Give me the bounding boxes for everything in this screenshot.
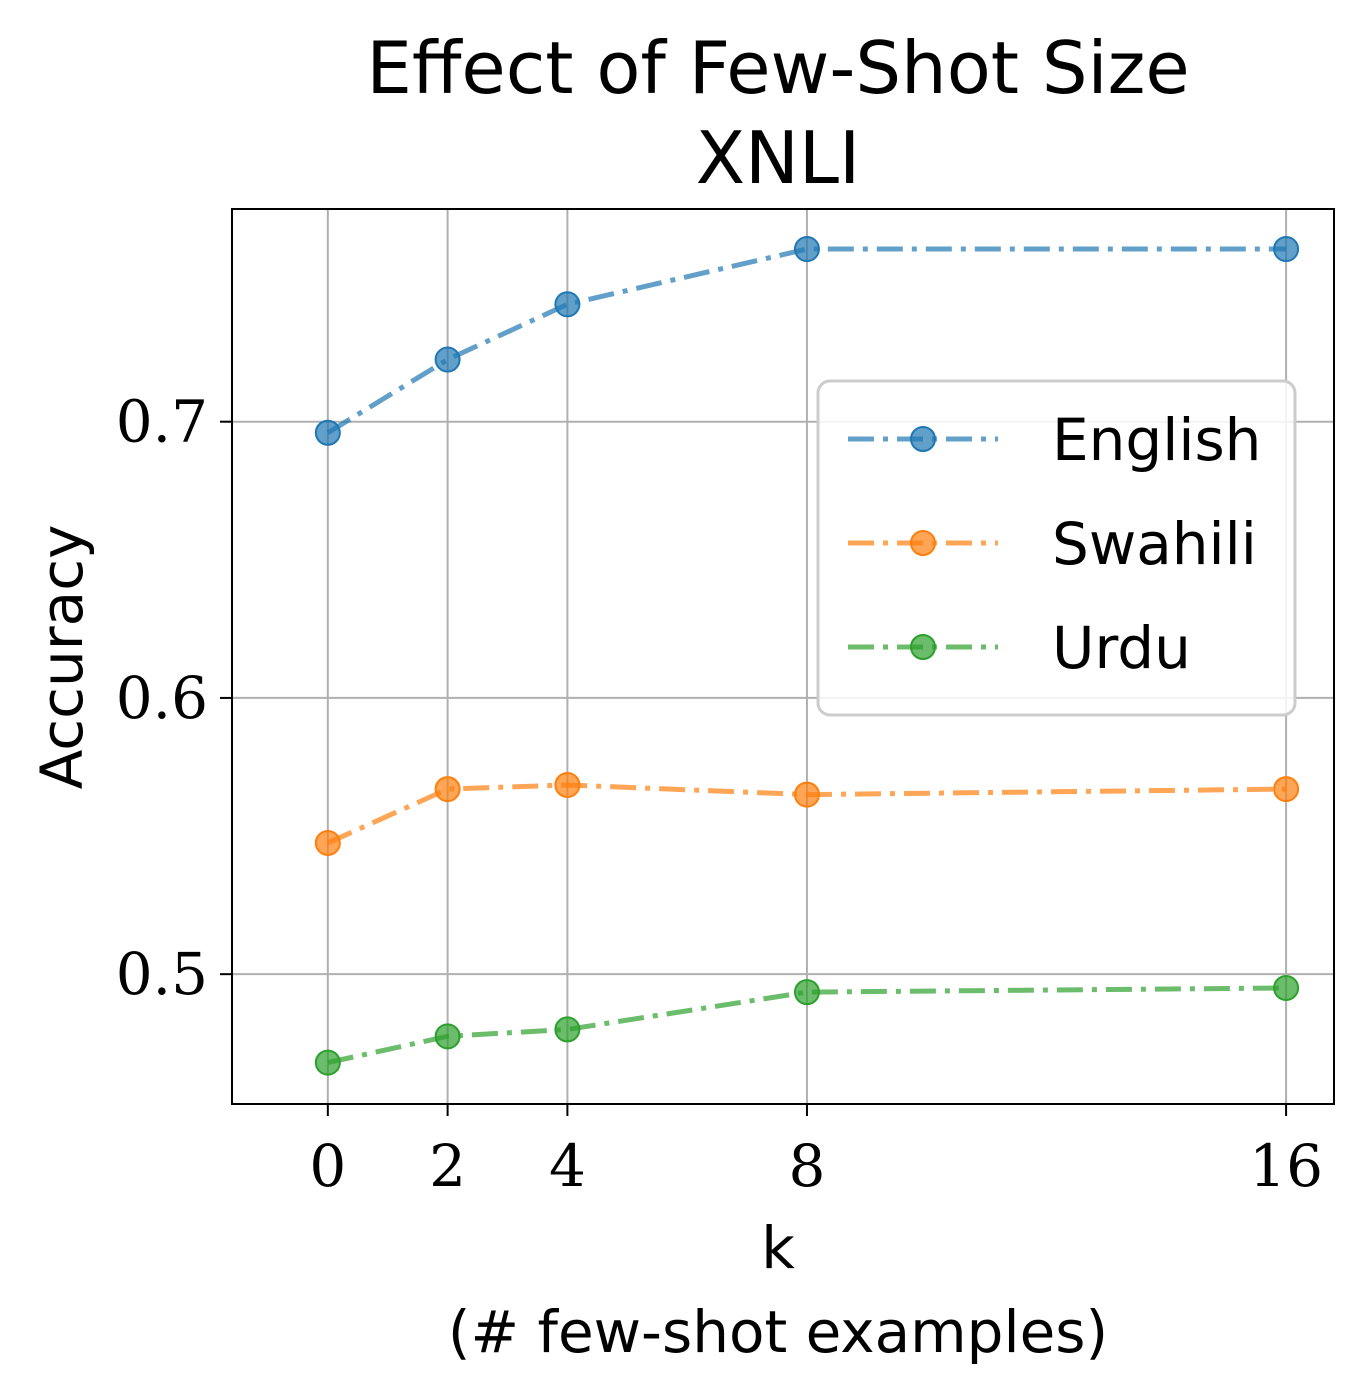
data-point xyxy=(1273,236,1300,263)
chart-subtitle: XNLI xyxy=(696,116,861,200)
x-tick-label: 2 xyxy=(429,1132,466,1200)
data-point xyxy=(314,419,341,446)
data-point xyxy=(554,291,581,318)
series-swahili xyxy=(314,771,1300,856)
y-tick-label: 0.5 xyxy=(116,940,208,1008)
x-tick-label: 0 xyxy=(309,1132,346,1200)
x-ticks: 0 2 4 8 16 xyxy=(309,1104,1323,1200)
data-point xyxy=(434,346,461,373)
y-axis-label: Accuracy xyxy=(28,525,96,790)
data-point xyxy=(793,781,820,808)
data-point xyxy=(314,829,341,856)
plot-series xyxy=(314,236,1300,1076)
legend-item-urdu: Urdu xyxy=(848,614,1191,682)
x-axis-label: k xyxy=(761,1214,795,1282)
data-point xyxy=(1273,776,1300,803)
data-point xyxy=(314,1049,341,1076)
data-point xyxy=(434,776,461,803)
legend-swatch-marker xyxy=(910,530,936,556)
series-english xyxy=(314,236,1300,446)
legend-swatch-marker xyxy=(910,426,936,452)
legend-label: Urdu xyxy=(1052,614,1191,682)
chart-title: Effect of Few-Shot Size xyxy=(366,26,1189,110)
y-tick-label: 0.7 xyxy=(116,388,208,456)
data-point xyxy=(793,979,820,1006)
y-ticks: 0.5 0.6 0.7 xyxy=(116,388,232,1008)
data-point xyxy=(793,236,820,263)
legend-swatch-marker xyxy=(910,634,936,660)
x-tick-label: 8 xyxy=(789,1132,826,1200)
data-point xyxy=(554,1016,581,1043)
x-axis-sublabel: (# few-shot examples) xyxy=(448,1298,1108,1366)
data-point xyxy=(554,771,581,798)
data-point xyxy=(434,1023,461,1050)
series-urdu xyxy=(314,974,1300,1076)
x-tick-label: 4 xyxy=(549,1132,586,1200)
legend-item-swahili: Swahili xyxy=(848,510,1257,578)
series-line xyxy=(327,985,1287,1066)
legend-label: English xyxy=(1052,406,1261,474)
legend-label: Swahili xyxy=(1052,510,1257,578)
data-point xyxy=(1273,974,1300,1001)
plot-frame xyxy=(231,208,1335,1105)
x-tick-label: 16 xyxy=(1249,1132,1323,1200)
legend-box xyxy=(816,379,1297,717)
y-tick-label: 0.6 xyxy=(116,664,208,732)
legend-item-english: English xyxy=(848,406,1261,474)
legend: English Swahili Urdu xyxy=(816,379,1297,717)
